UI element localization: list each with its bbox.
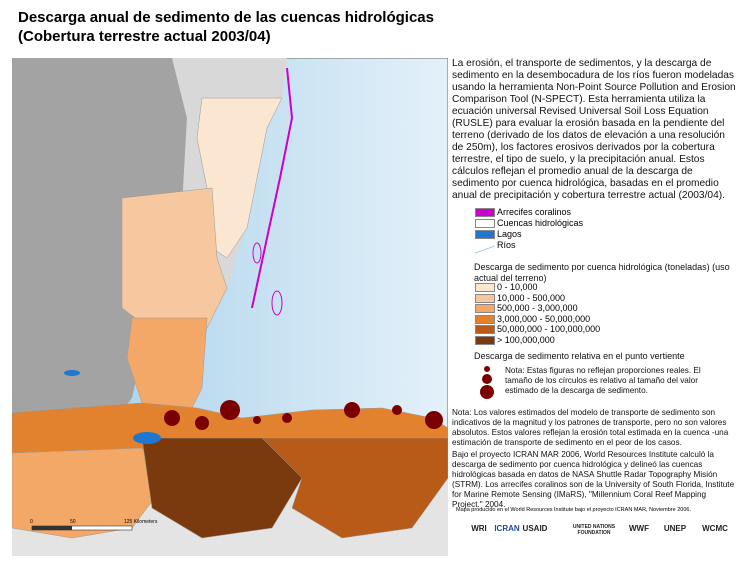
title-line: (Cobertura terrestre actual 2003/04) [18, 28, 271, 45]
circle-sample [484, 366, 490, 372]
map: 0 50 125 Kilometers [12, 58, 448, 556]
scale-label: 0 [30, 519, 33, 525]
class-label: 0 - 10,000 [497, 282, 538, 292]
legend-label: Ríos [497, 240, 516, 250]
note: Nota: Los valores estimados del modelo d… [452, 408, 729, 447]
circle-legend [480, 366, 494, 399]
class-swatch [475, 314, 495, 324]
logo: UNEP [663, 524, 687, 533]
lake [133, 432, 161, 444]
logo: WCMC [702, 524, 728, 533]
scale-label: 125 Kilometers [124, 519, 158, 525]
reef [271, 290, 283, 316]
outlet [425, 411, 443, 429]
outlet [392, 405, 402, 415]
legend-label: Cuencas hidrológicas [497, 218, 584, 228]
circles-title: Descarga de sedimento relativa en el pun… [474, 351, 685, 361]
legend-label: Arrecifes coralinos [497, 207, 572, 217]
legend-swatch [475, 230, 495, 239]
reef [251, 67, 294, 309]
outlets [164, 400, 443, 430]
class-swatch [475, 283, 495, 292]
lake [64, 370, 80, 376]
basin-north [196, 97, 283, 259]
scale-bar: 0 50 125 Kilometers [30, 519, 158, 531]
class-label: 50,000,000 - 100,000,000 [497, 324, 601, 334]
class-label: 10,000 - 500,000 [497, 292, 566, 303]
title-line: Descarga anual de sedimento de las cuenc… [18, 9, 434, 26]
legend-swatch [475, 208, 495, 217]
reef [252, 242, 262, 264]
circles-note: Nota: Estas figuras no reflejan proporci… [505, 366, 701, 395]
outlet [253, 416, 261, 424]
outlet [164, 410, 180, 426]
credits: Bajo el proyecto ICRAN MAR 2006, World R… [452, 450, 735, 509]
class-label: 3,000,000 - 50,000,000 [497, 313, 591, 324]
circle-sample [480, 385, 494, 399]
scale-label: 50 [70, 519, 76, 525]
land-mexico [12, 58, 187, 488]
class-label: > 100,000,000 [497, 334, 555, 345]
outlet [282, 413, 292, 423]
logo: ICRAN [494, 524, 520, 533]
basin-belize [126, 317, 208, 409]
outlet [195, 416, 209, 430]
logo: USAID [522, 524, 548, 533]
scale-bar-fill [32, 526, 72, 530]
logo: UNITED NATIONS FOUNDATION [572, 524, 616, 536]
legend-label: Lagos [497, 229, 522, 239]
legend-swatch [475, 237, 495, 254]
legend-swatch [475, 219, 495, 228]
classes-title: Descarga de sedimento por cuenca hidroló… [474, 262, 730, 283]
logo: WWF [629, 524, 649, 533]
class-swatch [475, 325, 495, 334]
outlet [220, 400, 240, 420]
class-swatch [475, 293, 495, 303]
outlet [344, 402, 360, 418]
class-swatch [475, 304, 495, 313]
class-swatch [475, 335, 495, 345]
circle-sample [482, 374, 492, 384]
description: La erosión, el transporte de sedimentos,… [452, 58, 736, 201]
basin-mid [121, 187, 228, 339]
class-label: 500,000 - 3,000,000 [497, 303, 578, 313]
logo: WRI [471, 524, 487, 533]
basin-east [261, 437, 448, 539]
produced: Mapa producido en el World Resources Ins… [456, 507, 691, 513]
